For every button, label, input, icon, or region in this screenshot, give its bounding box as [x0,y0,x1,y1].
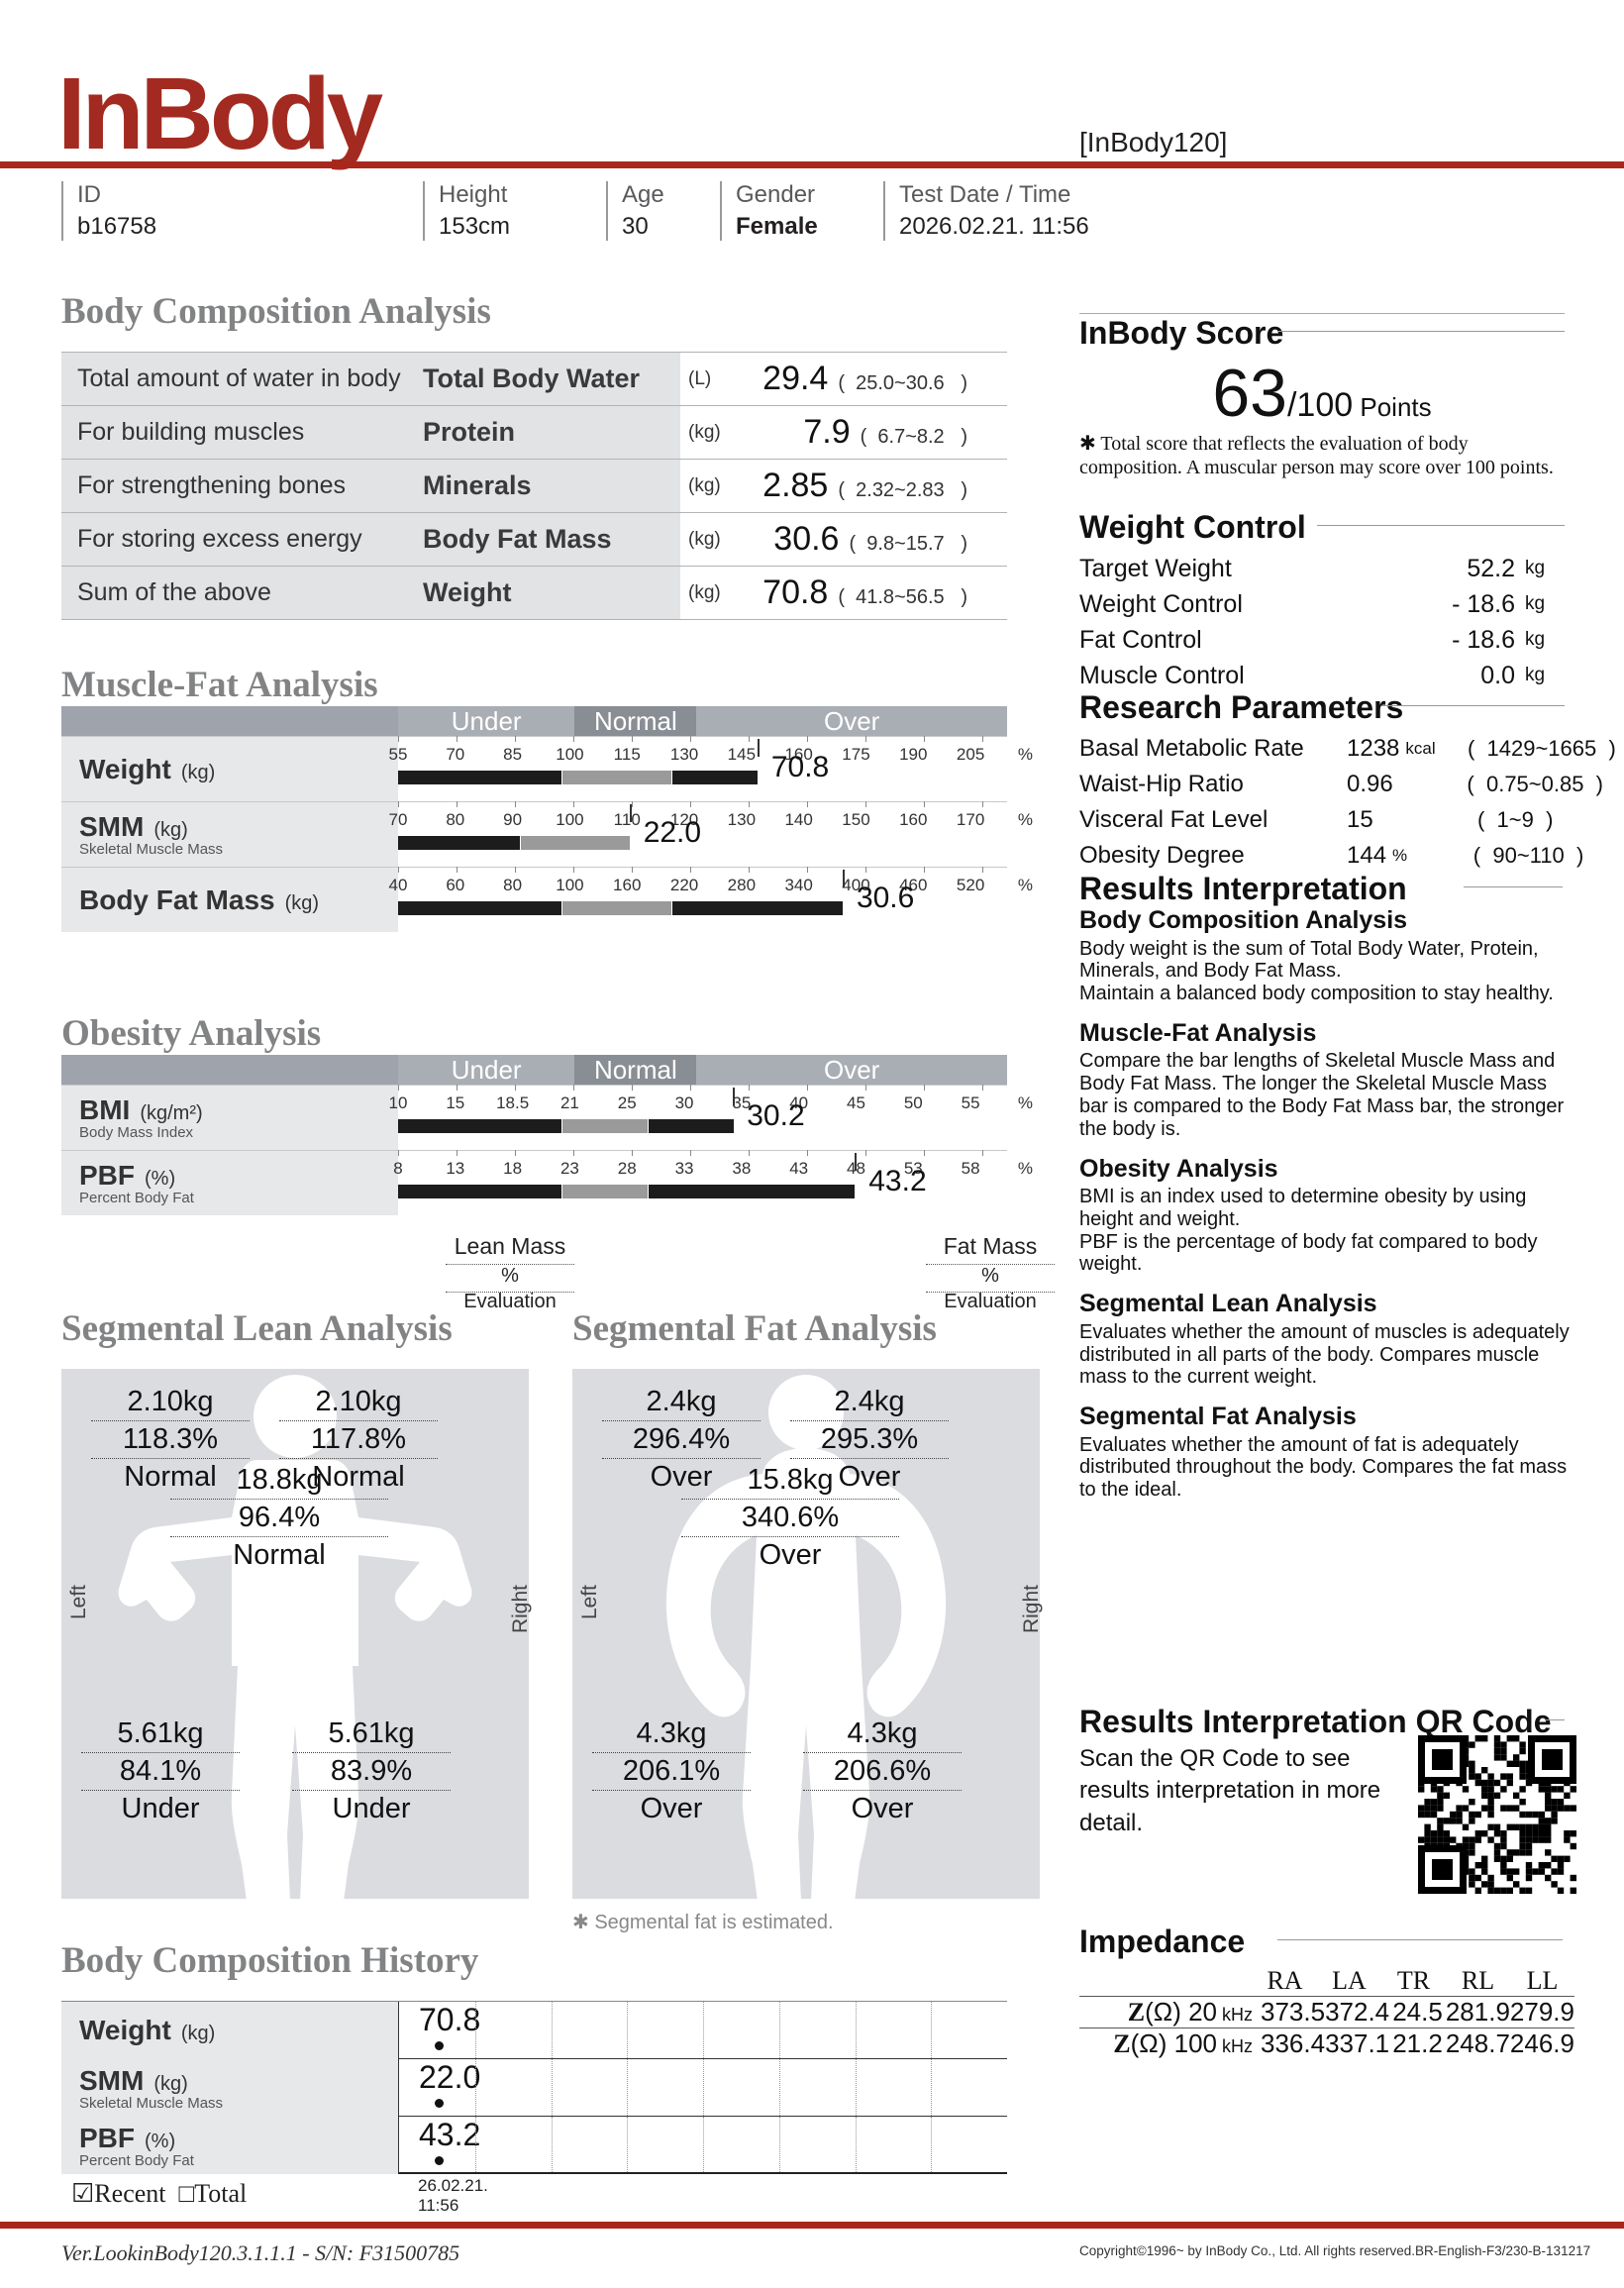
svg-text:InBody: InBody [57,56,383,170]
